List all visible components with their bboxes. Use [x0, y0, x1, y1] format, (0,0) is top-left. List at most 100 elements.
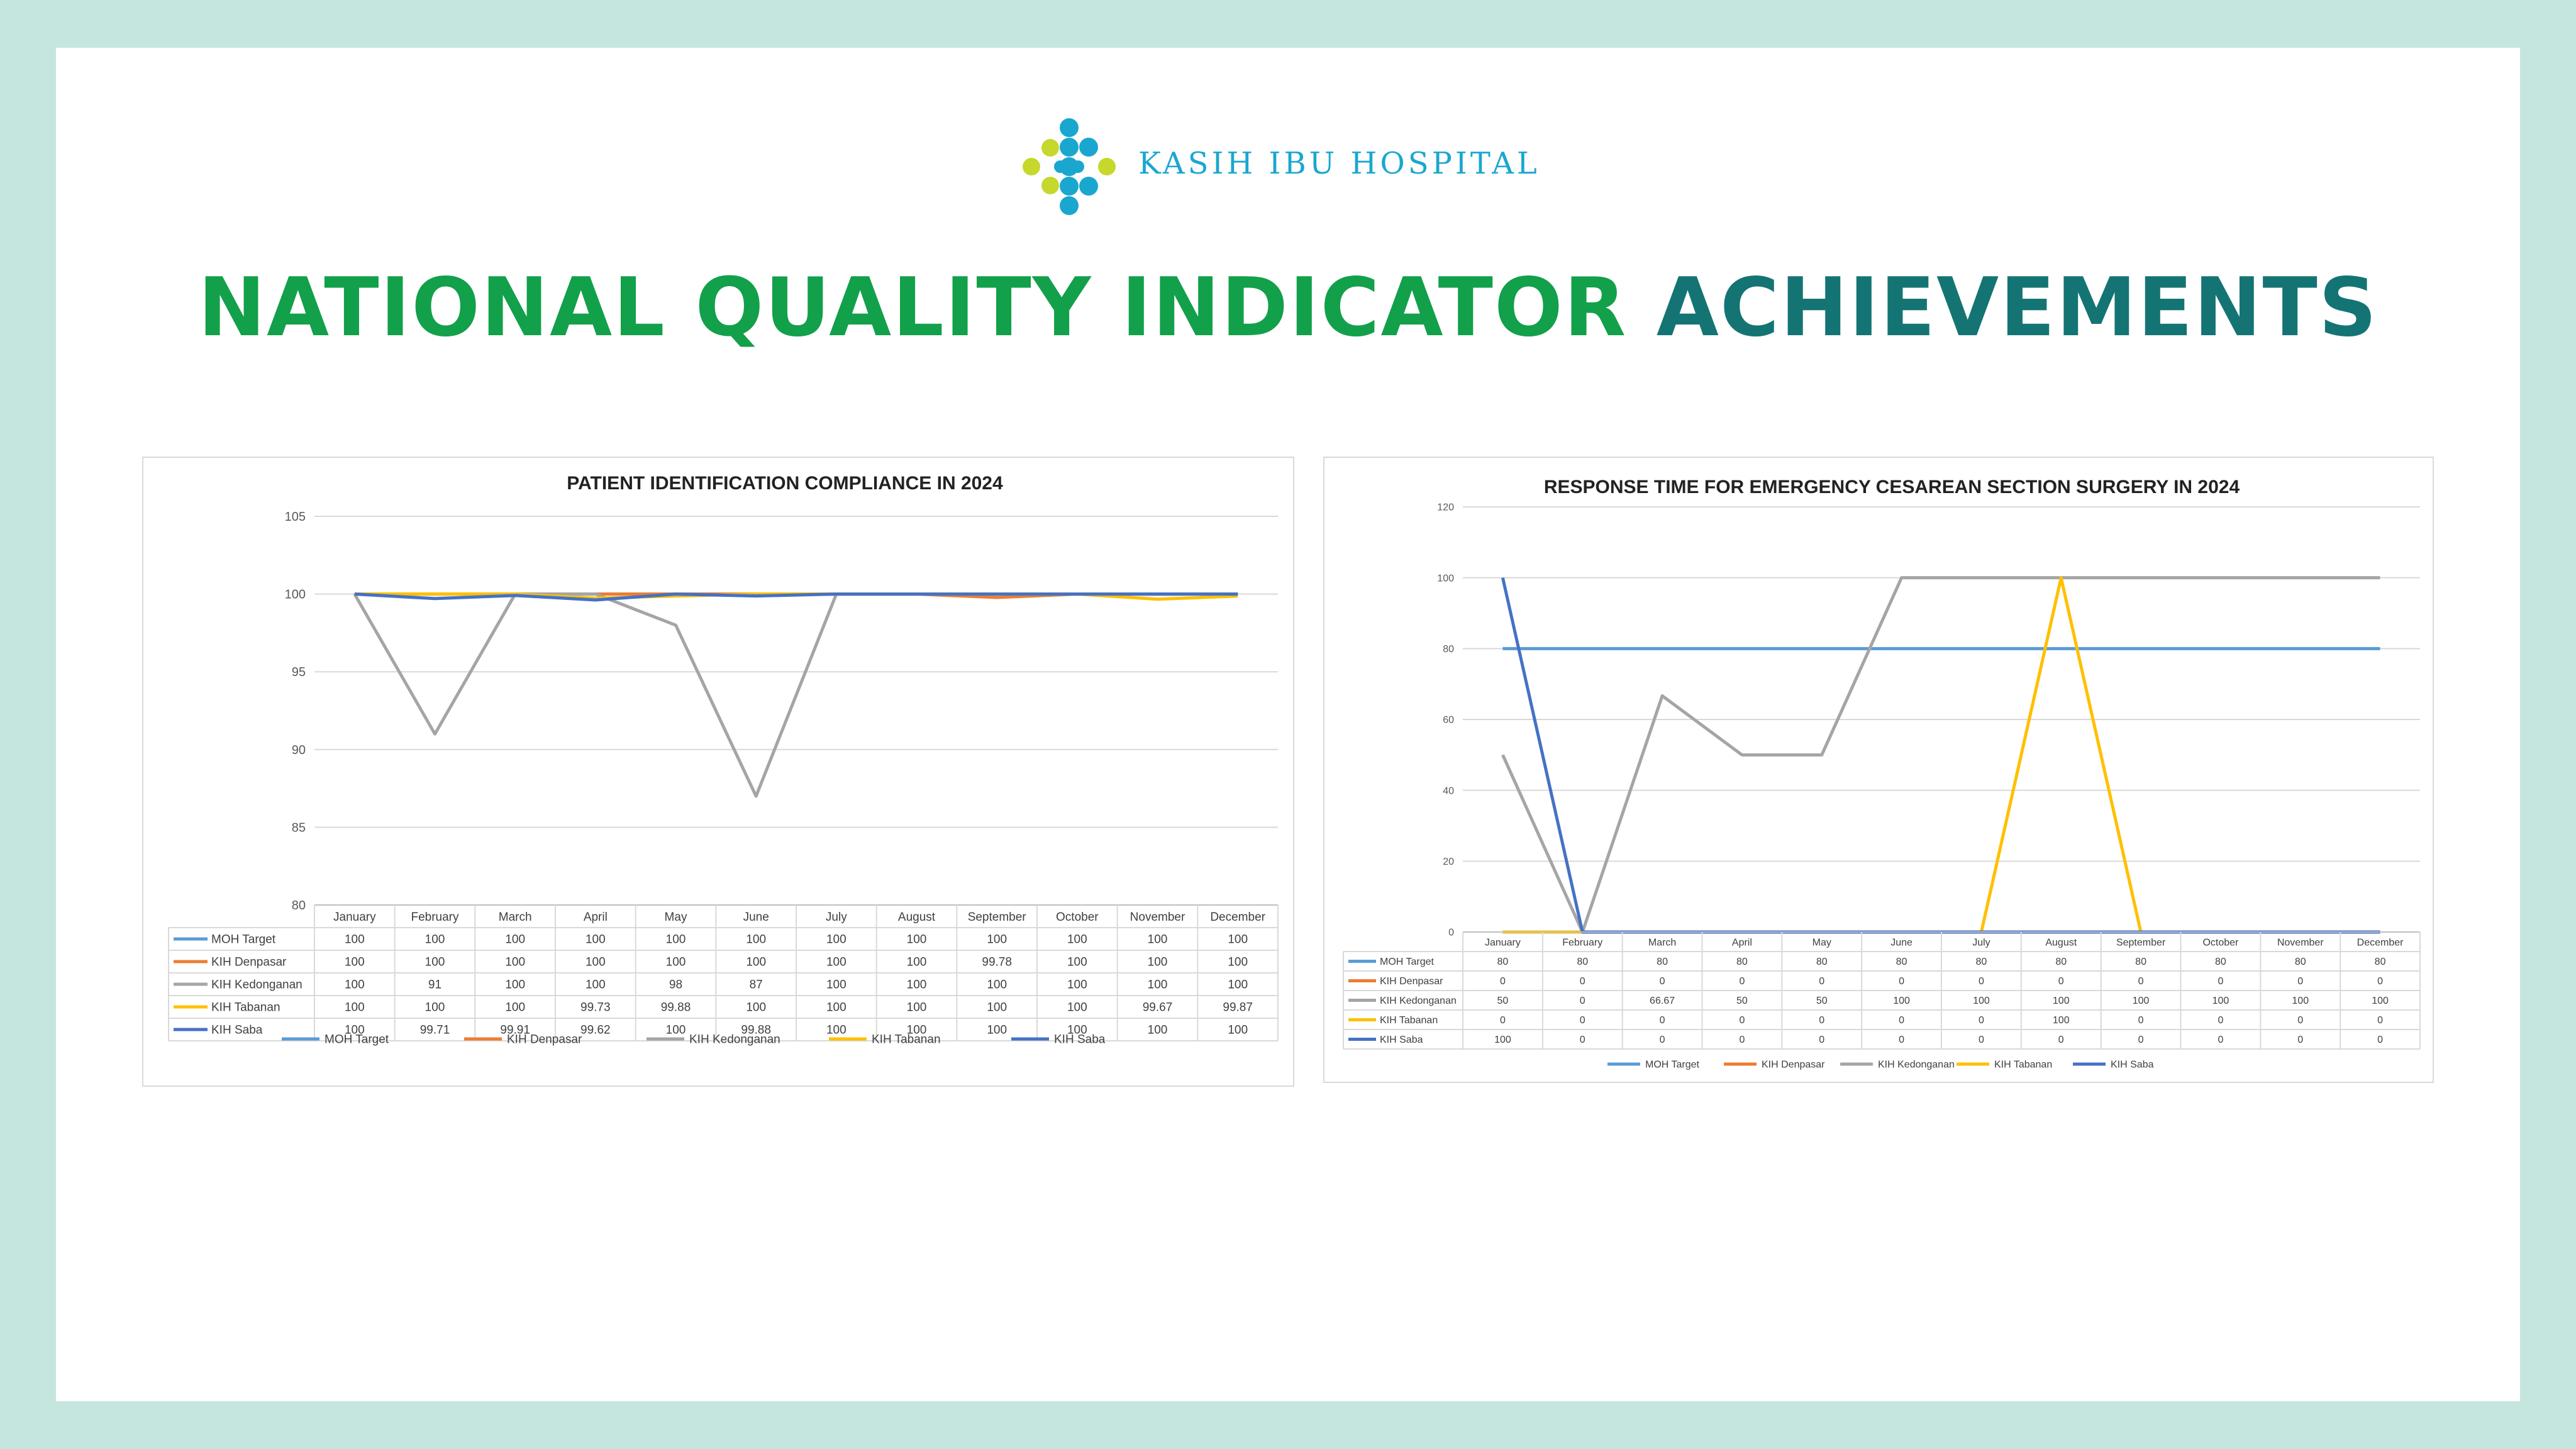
table-cell-value: 0	[1979, 1035, 1984, 1045]
table-cell-value: 0	[1580, 996, 1585, 1006]
table-cell-value: 100	[1148, 933, 1168, 946]
response-time-chart-panel: RESPONSE TIME FOR EMERGENCY CESAREAN SEC…	[1323, 457, 2434, 1083]
logo-droplet	[1054, 160, 1067, 173]
legend-label: KIH Kedonganan	[1878, 1060, 1955, 1070]
table-cell-value: 100	[1228, 955, 1248, 969]
table-cell-value: 100	[1067, 1023, 1087, 1036]
x-category-label: September	[2116, 938, 2166, 948]
table-cell-value: 100	[746, 955, 766, 969]
table-cell-value: 100	[666, 955, 686, 969]
table-cell-value: 98	[669, 978, 682, 991]
legend-label: KIH Denpasar	[507, 1033, 582, 1046]
table-cell-value: 100	[505, 933, 525, 946]
table-cell-value: 99.91	[500, 1023, 530, 1036]
table-cell-value: 100	[2292, 996, 2309, 1006]
table-cell-value: 0	[1500, 1015, 1506, 1026]
table-cell-value: 80	[2375, 957, 2386, 967]
table-cell-value: 0	[2377, 1015, 2383, 1026]
table-cell-value: 0	[2138, 976, 2144, 987]
table-series-name: KIH Denpasar	[1380, 976, 1443, 987]
table-cell-value: 80	[2215, 957, 2226, 967]
table-cell-value: 100	[1148, 1023, 1168, 1036]
table-cell-value: 0	[2138, 1015, 2144, 1026]
logo-droplet	[1072, 160, 1084, 173]
table-cell-value: 80	[1816, 957, 1828, 967]
table-cell-value: 0	[1660, 976, 1665, 987]
table-cell-value: 100	[1148, 978, 1168, 991]
table-cell-value: 99.78	[982, 955, 1012, 969]
table-cell-value: 100	[1228, 933, 1248, 946]
series-line-kih-kedonganan	[1501, 576, 2380, 934]
table-cell-value: 100	[666, 933, 686, 946]
table-cell-value: 80	[1577, 957, 1588, 967]
x-category-label: January	[333, 911, 376, 924]
table-cell-value: 0	[2218, 1035, 2223, 1045]
table-cell-value: 100	[666, 1023, 686, 1036]
y-tick-label: 20	[1443, 857, 1454, 867]
table-cell-value: 100	[1494, 1035, 1511, 1045]
table-series-name: KIH Saba	[1380, 1035, 1423, 1045]
table-cell-value: 100	[505, 978, 525, 991]
x-category-label: December	[2357, 938, 2404, 948]
chart-title: PATIENT IDENTIFICATION COMPLIANCE IN 202…	[567, 473, 1003, 494]
table-cell-value: 0	[1899, 1015, 1904, 1026]
title-part-1: NATIONAL QUALITY INDICATOR	[198, 261, 1628, 355]
logo-droplet	[1079, 138, 1098, 157]
table-cell-value: 80	[2055, 957, 2067, 967]
table-cell-value: 100	[907, 1001, 927, 1014]
table-cell-value: 0	[1979, 1015, 1984, 1026]
legend-label: KIH Tabanan	[1994, 1060, 2052, 1070]
x-category-label: April	[584, 911, 608, 924]
table-cell-value: 99.71	[420, 1023, 450, 1036]
logo-droplet	[1060, 196, 1079, 215]
table-cell-value: 0	[1580, 1015, 1585, 1026]
table-cell-value: 100	[425, 955, 445, 969]
table-cell-value: 100	[2372, 996, 2389, 1006]
table-cell-value: 99.87	[1223, 1001, 1253, 1014]
y-tick-label: 120	[1437, 502, 1454, 513]
table-cell-value: 100	[987, 1001, 1007, 1014]
table-cell-value: 0	[2377, 1035, 2383, 1045]
table-cell-value: 80	[1736, 957, 1748, 967]
table-cell-value: 50	[1816, 996, 1828, 1006]
table-cell-value: 100	[345, 933, 365, 946]
logo-dot	[1098, 158, 1116, 175]
table-cell-value: 100	[425, 1001, 445, 1014]
table-cell-value: 100	[746, 933, 766, 946]
logo-droplet	[1060, 138, 1079, 157]
table-cell-value: 100	[345, 1001, 365, 1014]
table-cell-value: 80	[1976, 957, 1987, 967]
legend-label: KIH Tabanan	[872, 1033, 941, 1046]
table-cell-value: 0	[2297, 1015, 2303, 1026]
table-cell-value: 100	[586, 955, 606, 969]
series-line-kih-kedonganan	[353, 592, 1238, 798]
y-tick-label: 95	[292, 665, 306, 679]
legend-label: KIH Kedonganan	[689, 1033, 780, 1046]
chart-title: RESPONSE TIME FOR EMERGENCY CESAREAN SEC…	[1544, 477, 2240, 497]
x-category-label: June	[1890, 938, 1913, 948]
legend-label: MOH Target	[1645, 1060, 1700, 1070]
table-cell-value: 0	[2377, 976, 2383, 987]
table-series-name: KIH Tabanan	[211, 1001, 280, 1014]
y-tick-label: 60	[1443, 715, 1454, 726]
hospital-logo-icon	[1023, 118, 1116, 215]
table-cell-value: 100	[746, 1001, 766, 1014]
series-line-kih-saba	[354, 592, 1238, 602]
y-tick-label: 105	[285, 510, 306, 524]
table-cell-value: 0	[2297, 1035, 2303, 1045]
compliance-chart-panel: PATIENT IDENTIFICATION COMPLIANCE IN 202…	[142, 457, 1294, 1087]
y-tick-label: 100	[1437, 573, 1454, 584]
x-category-label: February	[411, 911, 459, 924]
table-cell-value: 0	[1819, 1035, 1824, 1045]
table-cell-value: 100	[907, 978, 927, 991]
table-cell-value: 0	[1739, 976, 1745, 987]
logo-dot	[1041, 177, 1059, 194]
table-cell-value: 100	[907, 1023, 927, 1036]
table-cell-value: 0	[1660, 1035, 1665, 1045]
table-cell-value: 100	[1148, 955, 1168, 969]
table-cell-value: 91	[428, 978, 441, 991]
y-tick-label: 85	[292, 821, 306, 835]
x-category-label: March	[499, 911, 532, 924]
table-cell-value: 100	[826, 1001, 847, 1014]
x-category-label: May	[665, 911, 687, 924]
